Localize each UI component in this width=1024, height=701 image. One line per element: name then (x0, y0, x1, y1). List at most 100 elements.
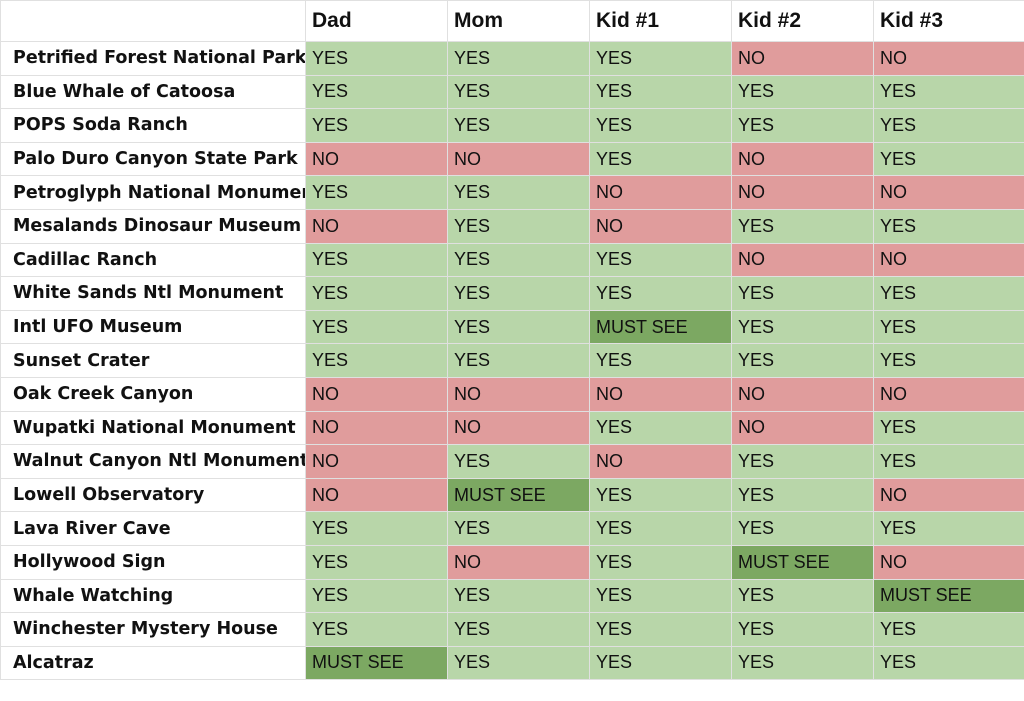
vote-kid-1-cell[interactable]: YES (589, 108, 732, 143)
vote-mom-cell[interactable]: NO (447, 376, 590, 412)
vote-kid-2-cell[interactable]: YES (731, 578, 874, 614)
vote-kid-3-cell[interactable]: NO (873, 242, 1024, 278)
attraction-name-cell[interactable]: Winchester Mystery House (0, 612, 306, 647)
vote-kid-1-cell[interactable]: YES (589, 141, 732, 177)
vote-kid-3-cell[interactable]: MUST SEE (873, 578, 1024, 614)
vote-mom-cell[interactable]: NO (447, 141, 590, 177)
vote-mom-cell[interactable]: NO (447, 410, 590, 446)
attraction-name-cell[interactable]: Petrified Forest National Park (0, 41, 306, 76)
vote-kid-1-cell[interactable]: YES (589, 74, 732, 110)
attraction-name-cell[interactable]: Blue Whale of Catoosa (0, 74, 306, 110)
vote-dad-cell[interactable]: NO (305, 444, 448, 479)
vote-kid-2-cell[interactable]: YES (731, 276, 874, 311)
header-corner-cell[interactable] (0, 0, 306, 42)
vote-dad-cell[interactable]: NO (305, 208, 448, 244)
attraction-name-cell[interactable]: Mesalands Dinosaur Museum (0, 208, 306, 244)
vote-mom-cell[interactable]: YES (447, 511, 590, 546)
vote-kid-2-cell[interactable]: YES (731, 444, 874, 479)
attraction-name-cell[interactable]: Wupatki National Monument (0, 410, 306, 446)
vote-dad-cell[interactable]: YES (305, 276, 448, 311)
vote-dad-cell[interactable]: NO (305, 477, 448, 513)
vote-dad-cell[interactable]: YES (305, 343, 448, 378)
vote-kid-3-cell[interactable]: NO (873, 376, 1024, 412)
vote-dad-cell[interactable]: YES (305, 544, 448, 580)
vote-mom-cell[interactable]: YES (447, 175, 590, 210)
vote-kid-1-cell[interactable]: YES (589, 645, 732, 681)
vote-kid-2-cell[interactable]: YES (731, 343, 874, 378)
vote-mom-cell[interactable]: YES (447, 444, 590, 479)
vote-mom-cell[interactable]: YES (447, 309, 590, 345)
vote-dad-cell[interactable]: YES (305, 511, 448, 546)
vote-kid-3-cell[interactable]: YES (873, 645, 1024, 681)
vote-kid-2-cell[interactable]: YES (731, 108, 874, 143)
vote-kid-1-cell[interactable]: YES (589, 242, 732, 278)
vote-kid-3-cell[interactable]: YES (873, 108, 1024, 143)
vote-mom-cell[interactable]: YES (447, 645, 590, 681)
attraction-name-cell[interactable]: Cadillac Ranch (0, 242, 306, 278)
vote-kid-1-cell[interactable]: YES (589, 41, 732, 76)
vote-kid-2-cell[interactable]: YES (731, 309, 874, 345)
attraction-name-cell[interactable]: Petroglyph National Monument (0, 175, 306, 210)
vote-kid-3-cell[interactable]: NO (873, 175, 1024, 210)
vote-kid-2-cell[interactable]: NO (731, 141, 874, 177)
vote-kid-3-cell[interactable]: YES (873, 612, 1024, 647)
vote-dad-cell[interactable]: YES (305, 612, 448, 647)
vote-dad-cell[interactable]: NO (305, 410, 448, 446)
attraction-name-cell[interactable]: Lowell Observatory (0, 477, 306, 513)
header-mom[interactable]: Mom (447, 0, 590, 42)
vote-kid-3-cell[interactable]: YES (873, 444, 1024, 479)
vote-kid-1-cell[interactable]: YES (589, 343, 732, 378)
attraction-name-cell[interactable]: Whale Watching (0, 578, 306, 614)
vote-mom-cell[interactable]: NO (447, 544, 590, 580)
vote-kid-2-cell[interactable]: NO (731, 175, 874, 210)
vote-kid-2-cell[interactable]: YES (731, 208, 874, 244)
vote-kid-3-cell[interactable]: YES (873, 208, 1024, 244)
vote-kid-1-cell[interactable]: YES (589, 578, 732, 614)
vote-kid-3-cell[interactable]: YES (873, 309, 1024, 345)
attraction-name-cell[interactable]: Palo Duro Canyon State Park (0, 141, 306, 177)
vote-kid-2-cell[interactable]: NO (731, 376, 874, 412)
vote-kid-1-cell[interactable]: NO (589, 376, 732, 412)
vote-dad-cell[interactable]: YES (305, 108, 448, 143)
vote-kid-1-cell[interactable]: MUST SEE (589, 309, 732, 345)
vote-kid-1-cell[interactable]: YES (589, 544, 732, 580)
vote-dad-cell[interactable]: YES (305, 309, 448, 345)
attraction-name-cell[interactable]: Oak Creek Canyon (0, 376, 306, 412)
vote-dad-cell[interactable]: YES (305, 41, 448, 76)
vote-mom-cell[interactable]: YES (447, 108, 590, 143)
vote-kid-3-cell[interactable]: YES (873, 276, 1024, 311)
attraction-name-cell[interactable]: Lava River Cave (0, 511, 306, 546)
vote-dad-cell[interactable]: YES (305, 74, 448, 110)
vote-kid-1-cell[interactable]: NO (589, 175, 732, 210)
header-kid-3[interactable]: Kid #3 (873, 0, 1024, 42)
vote-kid-2-cell[interactable]: YES (731, 612, 874, 647)
vote-kid-3-cell[interactable]: NO (873, 41, 1024, 76)
attraction-name-cell[interactable]: Walnut Canyon Ntl Monument (0, 444, 306, 479)
vote-kid-1-cell[interactable]: YES (589, 477, 732, 513)
header-kid-1[interactable]: Kid #1 (589, 0, 732, 42)
vote-dad-cell[interactable]: NO (305, 376, 448, 412)
vote-kid-3-cell[interactable]: YES (873, 343, 1024, 378)
vote-kid-3-cell[interactable]: NO (873, 544, 1024, 580)
header-kid-2[interactable]: Kid #2 (731, 0, 874, 42)
vote-kid-2-cell[interactable]: YES (731, 511, 874, 546)
vote-kid-1-cell[interactable]: NO (589, 444, 732, 479)
vote-dad-cell[interactable]: NO (305, 141, 448, 177)
vote-mom-cell[interactable]: YES (447, 41, 590, 76)
attraction-name-cell[interactable]: White Sands Ntl Monument (0, 276, 306, 311)
vote-kid-1-cell[interactable]: NO (589, 208, 732, 244)
vote-dad-cell[interactable]: YES (305, 242, 448, 278)
vote-kid-2-cell[interactable]: NO (731, 410, 874, 446)
vote-kid-1-cell[interactable]: YES (589, 612, 732, 647)
vote-dad-cell[interactable]: MUST SEE (305, 645, 448, 681)
attraction-name-cell[interactable]: POPS Soda Ranch (0, 108, 306, 143)
header-dad[interactable]: Dad (305, 0, 448, 42)
vote-mom-cell[interactable]: MUST SEE (447, 477, 590, 513)
vote-kid-2-cell[interactable]: MUST SEE (731, 544, 874, 580)
vote-mom-cell[interactable]: YES (447, 208, 590, 244)
attraction-name-cell[interactable]: Alcatraz (0, 645, 306, 681)
vote-kid-2-cell[interactable]: NO (731, 242, 874, 278)
vote-kid-3-cell[interactable]: YES (873, 141, 1024, 177)
vote-kid-1-cell[interactable]: YES (589, 410, 732, 446)
vote-kid-2-cell[interactable]: YES (731, 645, 874, 681)
